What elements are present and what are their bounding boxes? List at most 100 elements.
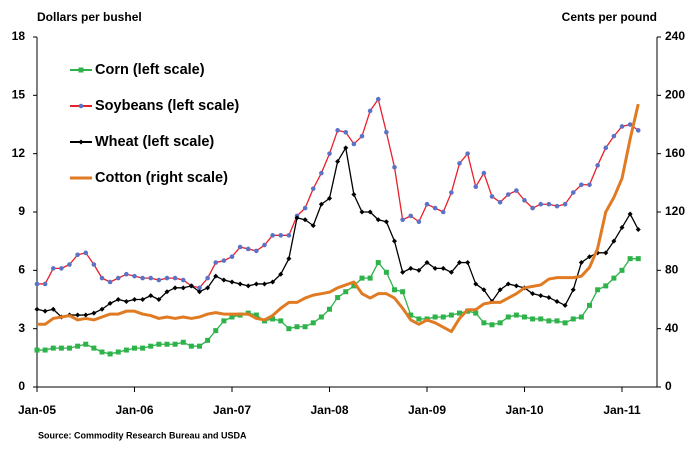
marker (473, 184, 479, 190)
marker (359, 133, 365, 139)
marker (579, 182, 584, 188)
marker (505, 314, 511, 320)
marker (115, 297, 121, 302)
marker (50, 306, 56, 312)
marker (286, 256, 292, 262)
marker (424, 201, 430, 207)
y2-tick-label: 0 (665, 379, 672, 393)
x-tick-label: Jan-09 (408, 403, 446, 417)
marker (587, 302, 592, 308)
marker (302, 217, 308, 223)
marker (34, 306, 40, 312)
marker (473, 281, 479, 287)
marker (619, 124, 625, 129)
marker (432, 265, 438, 271)
marker (457, 310, 462, 316)
marker (213, 273, 219, 279)
marker (505, 192, 511, 197)
marker (538, 201, 544, 207)
marker (343, 129, 349, 135)
marker (310, 320, 316, 326)
series-line (37, 98, 639, 289)
marker (229, 254, 235, 260)
marker (132, 345, 137, 351)
marker (197, 285, 202, 291)
marker (367, 275, 373, 281)
marker (384, 129, 389, 135)
marker (408, 213, 414, 219)
marker (351, 192, 357, 197)
marker (489, 194, 495, 199)
marker (148, 293, 154, 299)
legend-label: Wheat (left scale) (95, 134, 214, 150)
marker (75, 312, 81, 318)
marker (148, 343, 154, 349)
marker (254, 248, 259, 254)
marker (83, 341, 89, 347)
marker (221, 318, 227, 324)
marker (432, 205, 438, 211)
y2-tick-label: 40 (665, 321, 679, 335)
marker (197, 343, 202, 349)
marker (448, 269, 454, 275)
marker (34, 281, 40, 287)
marker (50, 266, 56, 271)
marker (424, 260, 430, 266)
marker (554, 318, 560, 324)
marker (562, 320, 568, 326)
marker (132, 273, 137, 279)
marker (327, 195, 332, 201)
marker (611, 275, 617, 281)
marker (497, 320, 503, 326)
marker (611, 238, 617, 244)
marker (562, 302, 568, 308)
legend-label: Cotton (right scale) (95, 170, 228, 186)
marker (107, 300, 113, 306)
legend-marker (78, 139, 84, 145)
marker (237, 281, 243, 287)
marker (123, 347, 129, 353)
marker (392, 287, 397, 293)
marker (603, 145, 609, 151)
y2-axis-title: Cents per pound (562, 10, 657, 24)
marker (124, 271, 129, 277)
marker (278, 233, 284, 238)
marker (335, 295, 341, 301)
marker (635, 227, 641, 232)
marker (383, 269, 389, 275)
marker (359, 275, 365, 281)
marker (156, 277, 162, 283)
marker (627, 256, 633, 262)
marker (180, 339, 186, 345)
marker (237, 244, 243, 250)
marker (229, 314, 235, 320)
marker (58, 345, 64, 351)
marker (148, 275, 154, 281)
marker (132, 297, 137, 302)
marker (50, 345, 56, 351)
marker (619, 267, 625, 273)
marker (42, 281, 48, 287)
marker (546, 201, 552, 207)
marker (156, 297, 162, 302)
marker (546, 295, 552, 301)
y-tick-label: 18 (12, 29, 26, 43)
marker (514, 188, 519, 193)
x-tick-label: Jan-07 (213, 403, 251, 417)
marker (270, 279, 276, 285)
marker (449, 190, 454, 195)
marker (213, 260, 219, 265)
y2-tick-label: 160 (665, 146, 685, 160)
marker (327, 306, 332, 312)
marker (351, 283, 357, 289)
y-tick-label: 15 (12, 88, 26, 102)
marker (180, 277, 186, 283)
marker (245, 283, 251, 289)
marker (213, 328, 219, 334)
marker (522, 314, 527, 320)
marker (59, 266, 64, 271)
marker (448, 312, 454, 318)
marker (164, 275, 170, 281)
marker (115, 275, 121, 281)
marker (156, 341, 162, 347)
